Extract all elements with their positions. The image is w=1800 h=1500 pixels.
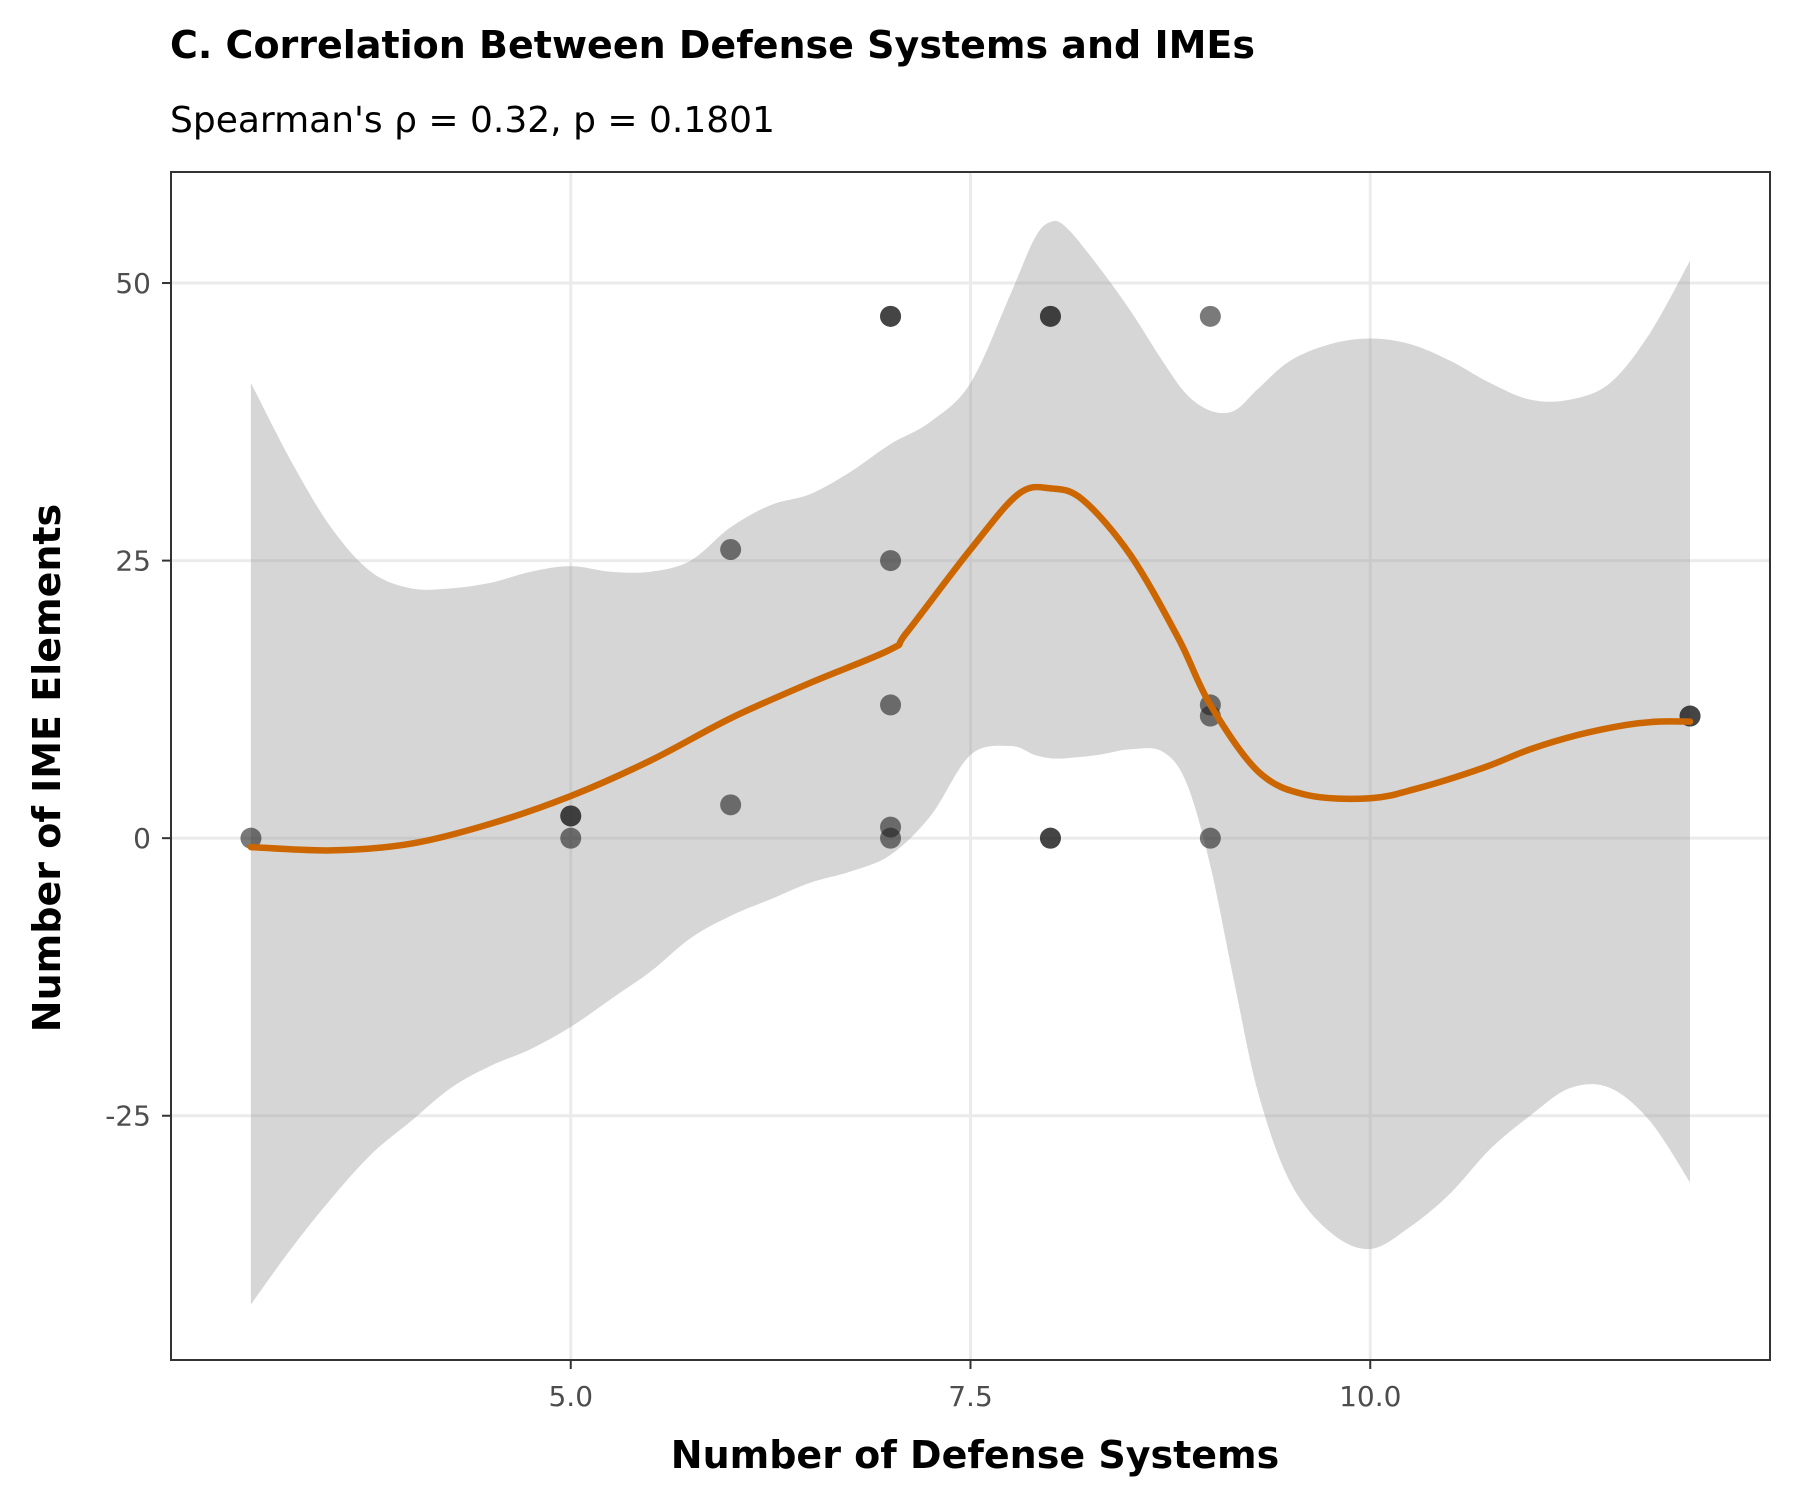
chart-subtitle: Spearman's ρ = 0.32, p = 0.1801 <box>170 100 775 141</box>
data-point <box>880 694 902 716</box>
y-tick-label: 50 <box>115 267 151 300</box>
plot-area: 5.0 7.5 10.0 -25 0 25 50 <box>105 171 1771 1413</box>
data-point <box>880 550 902 572</box>
data-point <box>720 794 742 816</box>
data-point <box>1039 827 1061 849</box>
data-point <box>1199 827 1221 849</box>
x-tick-label: 5.0 <box>548 1380 593 1413</box>
data-point <box>1039 305 1061 327</box>
confidence-band <box>250 220 1690 1305</box>
data-point <box>1199 305 1221 327</box>
y-axis-title: Number of IME Elements <box>25 504 69 1032</box>
smooth-trend-line <box>247 483 1694 854</box>
data-point <box>880 827 902 849</box>
x-tick-label: 10.0 <box>1339 1380 1401 1413</box>
x-tick-label: 7.5 <box>948 1380 993 1413</box>
data-point <box>560 827 582 849</box>
data-point <box>720 538 742 560</box>
y-tick-label: -25 <box>105 1100 151 1133</box>
data-point <box>880 305 902 327</box>
y-tick-label: 0 <box>133 822 151 855</box>
y-tick-label: 25 <box>115 545 151 578</box>
x-axis-title: Number of Defense Systems <box>671 1433 1279 1477</box>
data-point <box>240 827 262 849</box>
data-point <box>560 805 582 827</box>
chart-title: C. Correlation Between Defense Systems a… <box>170 23 1255 67</box>
